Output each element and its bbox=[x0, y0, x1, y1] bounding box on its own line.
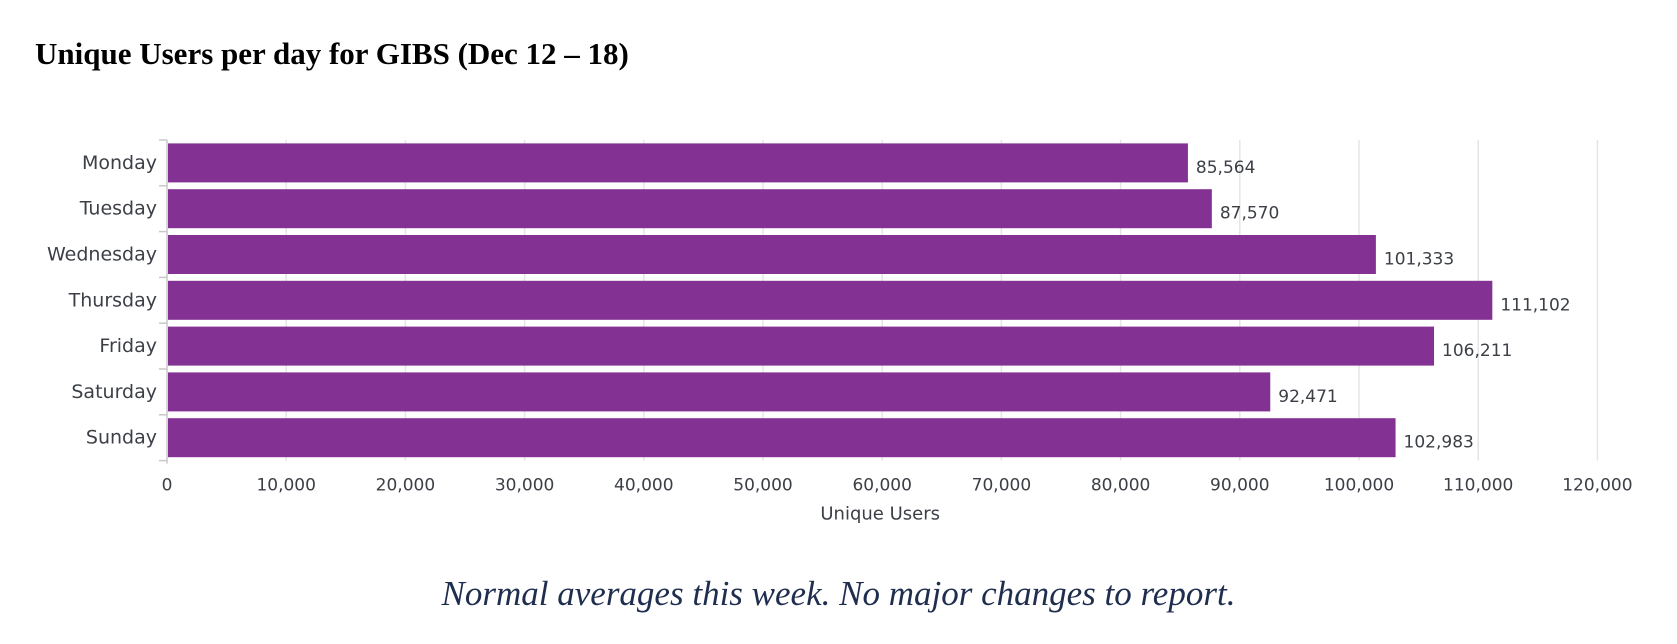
x-tick-label: 80,000 bbox=[1091, 476, 1150, 496]
category-label: Thursday bbox=[68, 289, 157, 311]
x-tick-label: 120,000 bbox=[1562, 476, 1632, 496]
bars bbox=[168, 143, 1493, 458]
bar-tuesday bbox=[168, 189, 1212, 229]
data-label: 85,564 bbox=[1196, 158, 1255, 178]
category-label: Tuesday bbox=[79, 198, 157, 220]
x-tick-label: 30,000 bbox=[495, 476, 554, 496]
page-title: Unique Users per day for GIBS (Dec 12 – … bbox=[35, 36, 629, 71]
x-tick-label: 90,000 bbox=[1210, 476, 1269, 496]
x-tick-label: 50,000 bbox=[733, 476, 792, 496]
bar-sunday bbox=[168, 418, 1396, 458]
x-tick-label: 40,000 bbox=[614, 476, 673, 496]
data-label: 102,983 bbox=[1404, 433, 1474, 453]
category-label: Friday bbox=[99, 335, 157, 357]
x-tick-label: 0 bbox=[162, 476, 173, 496]
x-axis-title: Unique Users bbox=[820, 504, 940, 525]
data-label: 111,102 bbox=[1500, 295, 1570, 315]
data-label: 92,471 bbox=[1278, 387, 1337, 407]
bar-monday bbox=[168, 143, 1188, 183]
category-label: Wednesday bbox=[47, 244, 157, 266]
bar-chart: 0 10,000 20,000 30,000 40,000 50,000 60,000 70,… bbox=[47, 139, 1633, 525]
bar-wednesday bbox=[168, 235, 1376, 274]
x-tick-label: 60,000 bbox=[852, 476, 911, 496]
bar-friday bbox=[168, 326, 1435, 366]
bar-thursday bbox=[168, 280, 1493, 320]
x-tick-label: 10,000 bbox=[256, 476, 315, 496]
bar-saturday bbox=[168, 372, 1271, 412]
category-label: Sunday bbox=[86, 427, 157, 449]
axes bbox=[159, 139, 168, 464]
x-tick-label: 70,000 bbox=[972, 476, 1031, 496]
data-label: 101,333 bbox=[1384, 250, 1454, 270]
x-tick-label: 100,000 bbox=[1324, 476, 1394, 496]
category-label: Saturday bbox=[71, 381, 157, 403]
x-tick-label: 110,000 bbox=[1443, 476, 1513, 496]
x-tick-label: 20,000 bbox=[376, 476, 435, 496]
data-label: 106,211 bbox=[1442, 341, 1512, 361]
category-label: Monday bbox=[82, 152, 157, 174]
summary-note: Normal averages this week. No major chan… bbox=[441, 574, 1236, 613]
labels: 0 10,000 20,000 30,000 40,000 50,000 60,000 70,… bbox=[47, 152, 1633, 496]
data-label: 87,570 bbox=[1220, 204, 1279, 224]
